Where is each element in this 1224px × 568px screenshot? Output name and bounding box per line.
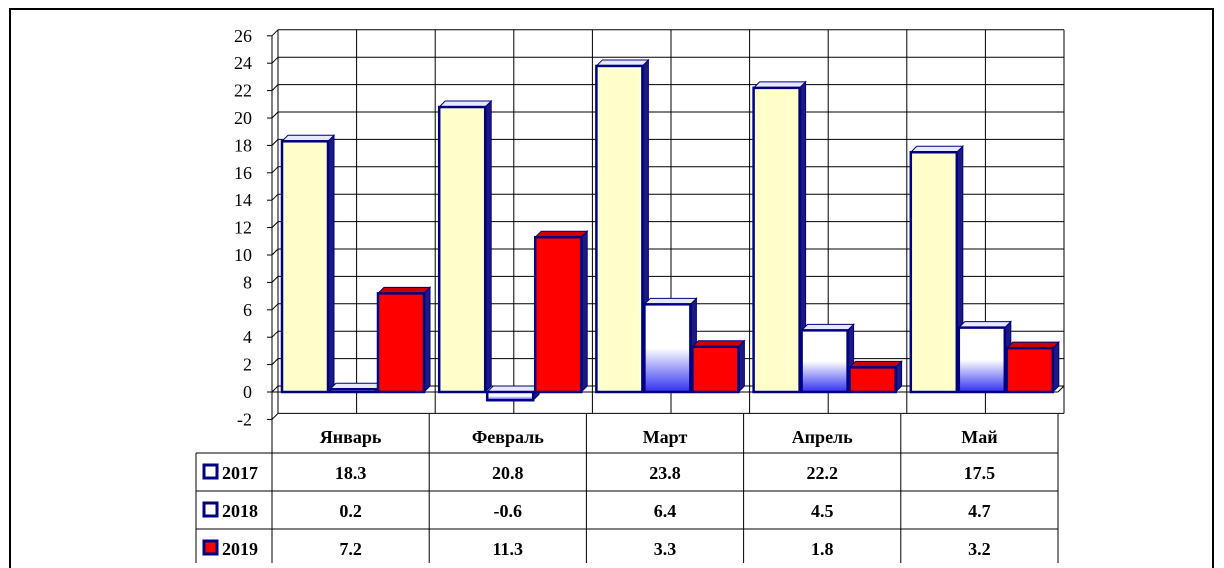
table-cell: 3.3 — [654, 539, 677, 559]
zero-line-side — [1057, 385, 1065, 393]
y-tick-label: 26 — [234, 26, 252, 46]
y-tick-label: 14 — [234, 190, 252, 210]
bar-front — [485, 390, 535, 402]
bar-2019-3 — [691, 339, 746, 394]
bar-2018-1 — [328, 382, 384, 394]
category-label: Март — [643, 427, 688, 447]
y-tick-label: 16 — [234, 163, 252, 183]
table-cell: 18.3 — [335, 463, 367, 483]
gridline-side — [271, 193, 279, 201]
legend-swatch — [202, 463, 219, 480]
gridline-side — [271, 248, 279, 256]
table-cell: 11.3 — [493, 539, 524, 559]
gridline-side — [271, 221, 279, 228]
gridline-side — [271, 413, 279, 420]
bar-front — [595, 64, 644, 394]
bar-front — [643, 303, 692, 394]
bar-2018-5 — [957, 320, 1013, 394]
legend-key-2018 — [202, 501, 219, 518]
chart-frame — [9, 8, 1214, 568]
bar-front — [957, 326, 1007, 394]
y-tick-label: 22 — [234, 81, 252, 101]
table-cell: 7.2 — [339, 539, 362, 559]
bar-front — [533, 235, 583, 394]
bar-front — [1005, 346, 1055, 394]
bar-2018-3 — [643, 297, 698, 394]
bar-2019-2 — [533, 229, 589, 394]
gridline-side — [271, 385, 279, 393]
y-tick-label: 18 — [234, 135, 252, 155]
bar-front — [848, 366, 897, 394]
table-cell: 0.2 — [339, 501, 362, 521]
gridline-side — [271, 276, 279, 283]
bar-2017-2 — [437, 99, 493, 394]
bar-front — [376, 292, 426, 394]
y-tick-label: 6 — [243, 300, 252, 320]
bar-front — [328, 388, 378, 394]
table-cell: 17.5 — [964, 463, 996, 483]
table-cell: 20.8 — [492, 463, 524, 483]
y-tick-label: 8 — [243, 272, 252, 292]
table-cell: 22.2 — [806, 463, 838, 483]
gridline-side — [271, 303, 279, 311]
y-tick-label: 0 — [243, 382, 252, 402]
bar-2017-5 — [909, 145, 965, 394]
legend-key-2017 — [202, 463, 219, 480]
category-label: Январь — [320, 427, 382, 447]
y-tick-label: 4 — [243, 327, 252, 347]
bar-2019-5 — [1005, 340, 1061, 394]
category-label: Апрель — [792, 427, 853, 447]
table-cell: 4.7 — [968, 501, 991, 521]
gridline-side — [271, 84, 279, 91]
gridline-side — [271, 56, 279, 64]
y-tick-label: -2 — [237, 409, 252, 429]
gridline-side — [271, 330, 279, 338]
category-label: Февраль — [472, 427, 544, 447]
series-label: 2017 — [222, 463, 258, 483]
bar-2019-4 — [848, 360, 903, 394]
bar-2018-2 — [485, 384, 541, 402]
bar-2017-4 — [752, 80, 807, 394]
bar-front — [909, 151, 959, 394]
y-tick-label: 12 — [234, 218, 252, 238]
gridline-side — [271, 29, 279, 37]
bar-front — [752, 86, 801, 394]
table-cell: 3.2 — [968, 539, 991, 559]
gridline-side — [271, 358, 279, 365]
bar-front — [800, 329, 849, 394]
gridline-side — [271, 166, 279, 174]
table-cell: 1.8 — [811, 539, 834, 559]
table-cell: 4.5 — [811, 501, 834, 521]
legend-swatch — [202, 539, 219, 556]
legend-swatch — [202, 501, 219, 518]
bar-front — [280, 140, 330, 394]
y-tick-label: 24 — [234, 53, 252, 73]
series-label: 2018 — [222, 501, 258, 521]
y-tick-label: 20 — [234, 108, 252, 128]
series-label: 2019 — [222, 539, 258, 559]
y-tick-label: 2 — [243, 355, 252, 375]
gridline-side — [271, 111, 279, 119]
table-cell: 6.4 — [654, 501, 677, 521]
y-tick-label: 10 — [234, 245, 252, 265]
bar-2017-1 — [280, 134, 336, 394]
gridline-side — [271, 139, 279, 146]
bar-2017-3 — [595, 58, 650, 394]
bar-2019-1 — [376, 286, 432, 394]
bar-front — [691, 345, 740, 394]
bar-2018-4 — [800, 323, 855, 394]
category-label: Май — [961, 427, 997, 447]
bar-front — [437, 105, 487, 394]
table-cell: 23.8 — [649, 463, 681, 483]
table-cell: -0.6 — [494, 501, 523, 521]
legend-key-2019 — [202, 539, 219, 556]
